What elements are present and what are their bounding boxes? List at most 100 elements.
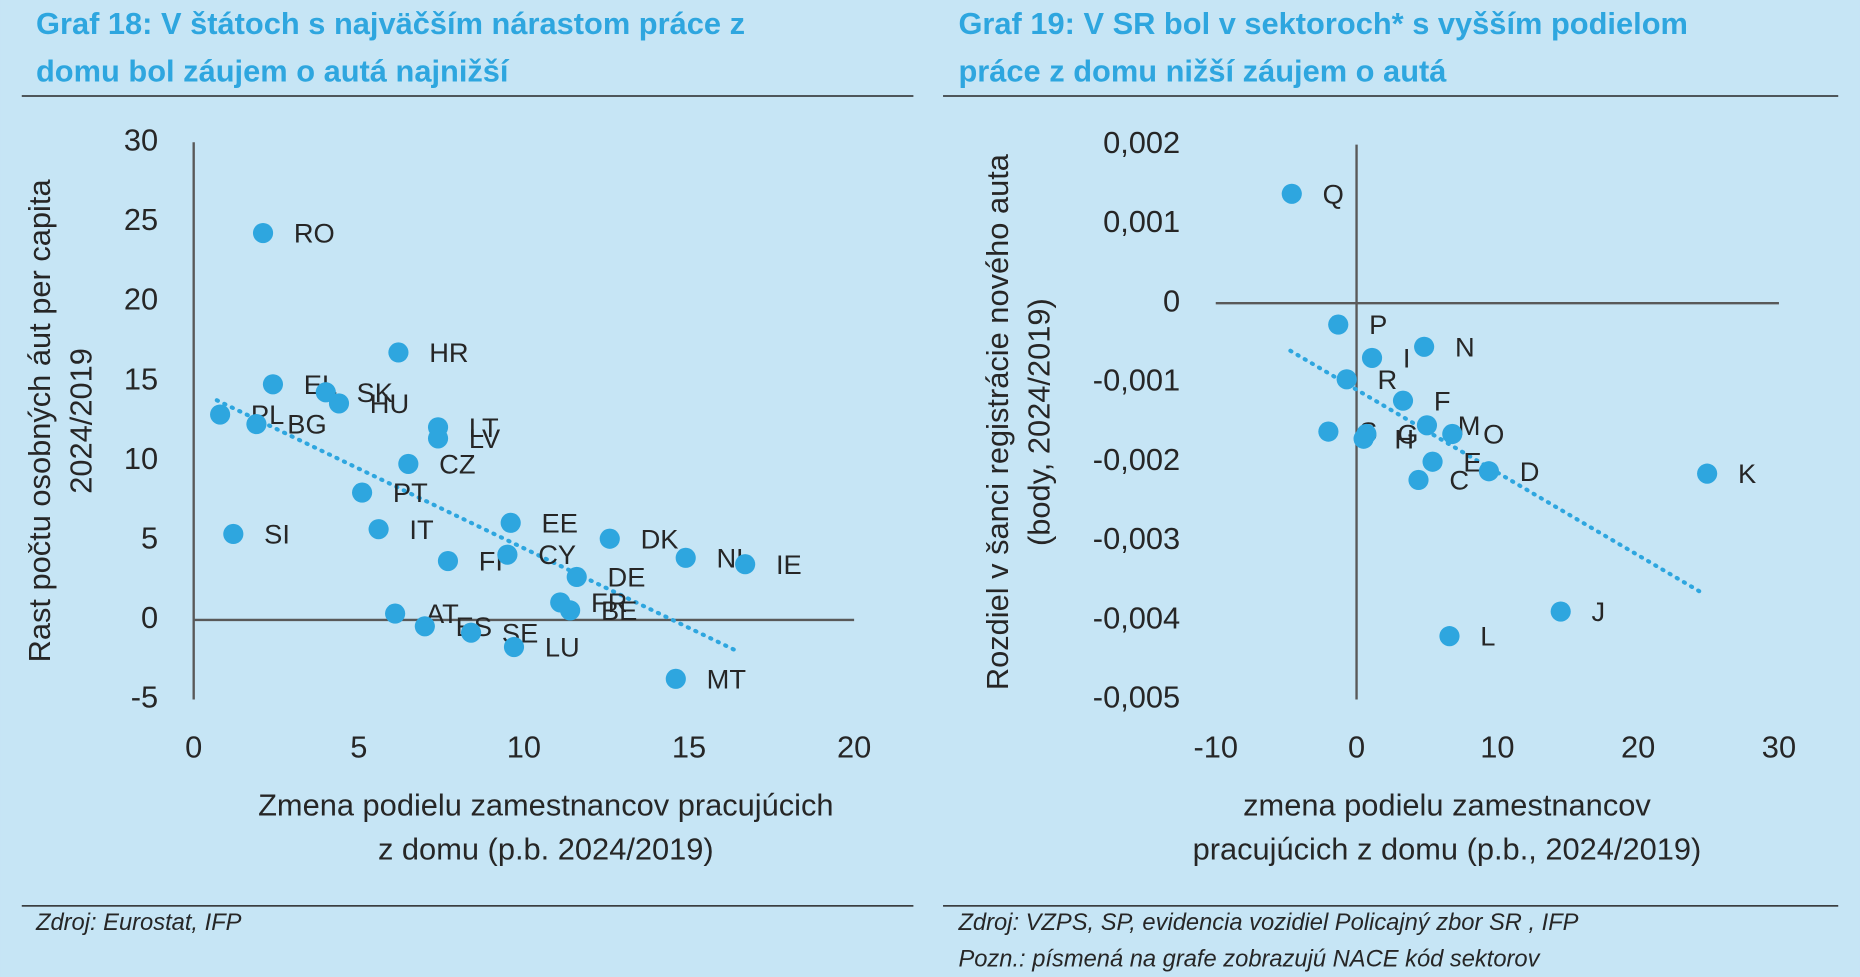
point [1478, 461, 1499, 482]
point-label: BG [287, 409, 326, 440]
y-tick-label: 30 [124, 122, 158, 157]
point-label: BE [601, 595, 637, 626]
chart-title: Graf 19: V SR bol v sektoroch* s vyšším … [958, 6, 1687, 41]
x-tick-label: 30 [1762, 729, 1796, 764]
point-label: E [1463, 446, 1481, 477]
y-tick-label: -0,004 [1093, 600, 1180, 635]
y-tick-label: 25 [124, 202, 158, 237]
point-label: M [1458, 410, 1481, 441]
point-label: I [1403, 342, 1411, 373]
point-label: Q [1323, 178, 1344, 209]
point-label: LT [469, 412, 499, 443]
point [1439, 626, 1460, 647]
point [1336, 369, 1357, 390]
y-tick-label: 0,002 [1103, 125, 1180, 160]
point [1422, 451, 1443, 472]
point [223, 523, 244, 545]
point [500, 512, 521, 533]
y-tick-label: 15 [124, 361, 158, 396]
point-label: P [1369, 309, 1387, 340]
point [1550, 601, 1571, 622]
point-label: N [1455, 331, 1475, 362]
point [262, 374, 284, 395]
point [460, 622, 482, 643]
y-tick-label: 0,001 [1103, 204, 1180, 239]
point-label: LU [545, 632, 580, 663]
point [210, 404, 231, 425]
point [437, 550, 459, 572]
point [352, 482, 373, 503]
point-label: R [1378, 364, 1398, 395]
point [1392, 390, 1414, 411]
x-tick-label: 10 [1480, 729, 1514, 764]
x-axis-label: zmena podielu zamestnancov [1243, 788, 1651, 823]
trendline [214, 398, 738, 653]
point [497, 544, 518, 565]
point [560, 600, 581, 621]
point-label: DK [641, 523, 679, 554]
point [1281, 183, 1302, 204]
point [246, 414, 267, 435]
chart-title: domu bol záujem o autá najnižší [36, 54, 510, 89]
point-label: J [1592, 596, 1606, 627]
x-axis-label: Zmena podielu zamestnancov pracujúcich [258, 788, 833, 823]
point [368, 519, 389, 540]
point [315, 382, 336, 403]
x-axis-label: pracujúcich z domu (p.b., 2024/2019) [1193, 831, 1702, 866]
x-tick-label: 20 [1621, 729, 1655, 764]
point-label: G [1397, 419, 1418, 450]
x-tick-label: -10 [1193, 729, 1238, 764]
x-tick-label: 5 [350, 729, 367, 764]
y-tick-label: 10 [124, 441, 158, 476]
y-tick-label: -5 [131, 680, 158, 715]
point-label: O [1483, 419, 1504, 450]
point-label: LV [469, 423, 501, 454]
x-axis-label: z domu (p.b. 2024/2019) [378, 831, 714, 866]
point [1442, 423, 1463, 445]
y-tick-label: 20 [124, 282, 158, 317]
x-tick-label: 0 [1348, 729, 1365, 764]
point [388, 342, 409, 363]
y-tick-label: -0,005 [1093, 680, 1180, 715]
trendline [1288, 348, 1704, 595]
point [675, 547, 696, 568]
x-tick-label: 15 [672, 729, 706, 764]
point [1697, 463, 1718, 484]
point [1318, 421, 1339, 442]
point [1328, 314, 1349, 335]
point-label: SI [264, 519, 290, 550]
point [385, 603, 406, 624]
note: Pozn.: písmená na grafe zobrazujú NACE k… [958, 947, 1540, 973]
point [328, 393, 350, 414]
y-tick-label: -0,002 [1093, 442, 1180, 477]
point [599, 528, 620, 549]
point [503, 636, 525, 658]
y-tick-label: 0 [1163, 283, 1180, 318]
y-tick-label: 0 [141, 600, 158, 635]
y-tick-label: -0,003 [1093, 521, 1180, 556]
point-label: HU [370, 388, 409, 419]
chart-title: Graf 18: V štátoch s najväčším nárastom … [36, 6, 745, 41]
y-axis-label: (body, 2024/2019) [1022, 298, 1057, 546]
point-label: EE [542, 507, 578, 538]
y-axis-label: Rast počtu osobných áut per capita [22, 179, 57, 663]
point-label: DE [608, 562, 646, 593]
point [735, 554, 756, 575]
y-axis-label: 2024/2019 [64, 348, 99, 494]
point [665, 668, 686, 689]
point [1353, 428, 1374, 449]
source: Zdroj: VZPS, SP, evidencia vozidiel Poli… [957, 910, 1578, 936]
x-tick-label: 0 [185, 729, 202, 764]
point-label: RO [294, 218, 335, 249]
point [427, 428, 449, 449]
chart-title: práce z domu nižší záujem o autá [958, 54, 1447, 89]
point-label: IT [409, 514, 434, 545]
point [252, 222, 274, 244]
point-label: PT [393, 477, 428, 508]
point-label: D [1520, 456, 1540, 487]
point-label: H [1394, 423, 1414, 454]
point-label: CZ [439, 448, 475, 479]
point [398, 453, 419, 474]
